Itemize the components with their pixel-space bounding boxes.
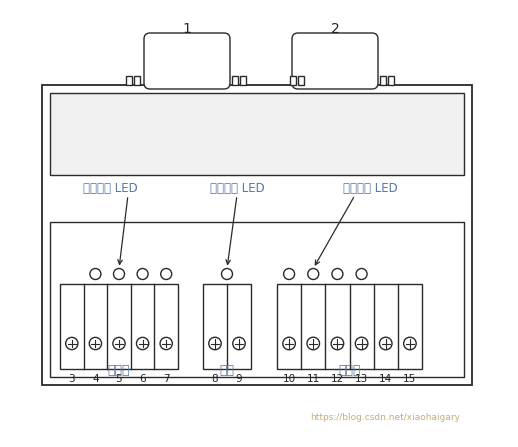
FancyBboxPatch shape	[292, 33, 378, 89]
Circle shape	[161, 269, 171, 279]
Bar	[298, 76, 304, 85]
Circle shape	[283, 337, 295, 350]
Text: 8: 8	[212, 374, 218, 384]
Text: 13: 13	[355, 374, 368, 384]
Circle shape	[307, 337, 320, 350]
Text: 9: 9	[236, 374, 242, 384]
Circle shape	[283, 269, 295, 279]
Text: 2: 2	[330, 22, 339, 36]
Text: 14: 14	[379, 374, 392, 384]
Text: 3: 3	[68, 374, 75, 384]
Bar	[134, 76, 140, 85]
Circle shape	[222, 269, 233, 279]
Text: 7: 7	[163, 374, 169, 384]
Circle shape	[113, 269, 124, 279]
Circle shape	[404, 337, 416, 350]
Text: 4: 4	[92, 374, 99, 384]
Text: 5: 5	[116, 374, 122, 384]
Bar	[42, 85, 472, 385]
Circle shape	[136, 337, 149, 350]
Circle shape	[160, 337, 172, 350]
Circle shape	[137, 269, 148, 279]
Circle shape	[308, 269, 319, 279]
Circle shape	[90, 269, 101, 279]
Bar	[203, 284, 251, 369]
FancyBboxPatch shape	[144, 33, 230, 89]
Text: 1: 1	[182, 22, 192, 36]
Text: 12: 12	[331, 374, 344, 384]
Bar	[126, 76, 132, 85]
Circle shape	[355, 337, 368, 350]
Bar	[290, 76, 296, 85]
Bar	[380, 76, 386, 85]
Text: 6: 6	[139, 374, 146, 384]
Bar	[50, 222, 464, 377]
Text: https://blog.csdn.net/xiaohaigary: https://blog.csdn.net/xiaohaigary	[310, 413, 460, 422]
Text: 输出指示 LED: 输出指示 LED	[83, 182, 137, 195]
Text: 输入指示 LED: 输入指示 LED	[342, 182, 397, 195]
Text: 11: 11	[307, 374, 320, 384]
Bar	[50, 93, 464, 175]
Circle shape	[89, 337, 102, 350]
Circle shape	[233, 337, 245, 350]
Circle shape	[332, 269, 343, 279]
Text: 电源指示 LED: 电源指示 LED	[210, 182, 264, 195]
Bar	[232, 76, 238, 85]
Circle shape	[66, 337, 78, 350]
Bar	[240, 76, 246, 85]
Bar	[277, 284, 422, 369]
Text: 电源: 电源	[220, 364, 235, 378]
Circle shape	[209, 337, 221, 350]
Text: 输入端: 输入端	[338, 364, 361, 378]
Circle shape	[356, 269, 367, 279]
Circle shape	[331, 337, 344, 350]
Bar	[388, 76, 394, 85]
Circle shape	[380, 337, 392, 350]
Text: 10: 10	[282, 374, 296, 384]
Text: 15: 15	[404, 374, 416, 384]
Text: 输出端: 输出端	[108, 364, 130, 378]
Circle shape	[113, 337, 125, 350]
Bar	[60, 284, 178, 369]
